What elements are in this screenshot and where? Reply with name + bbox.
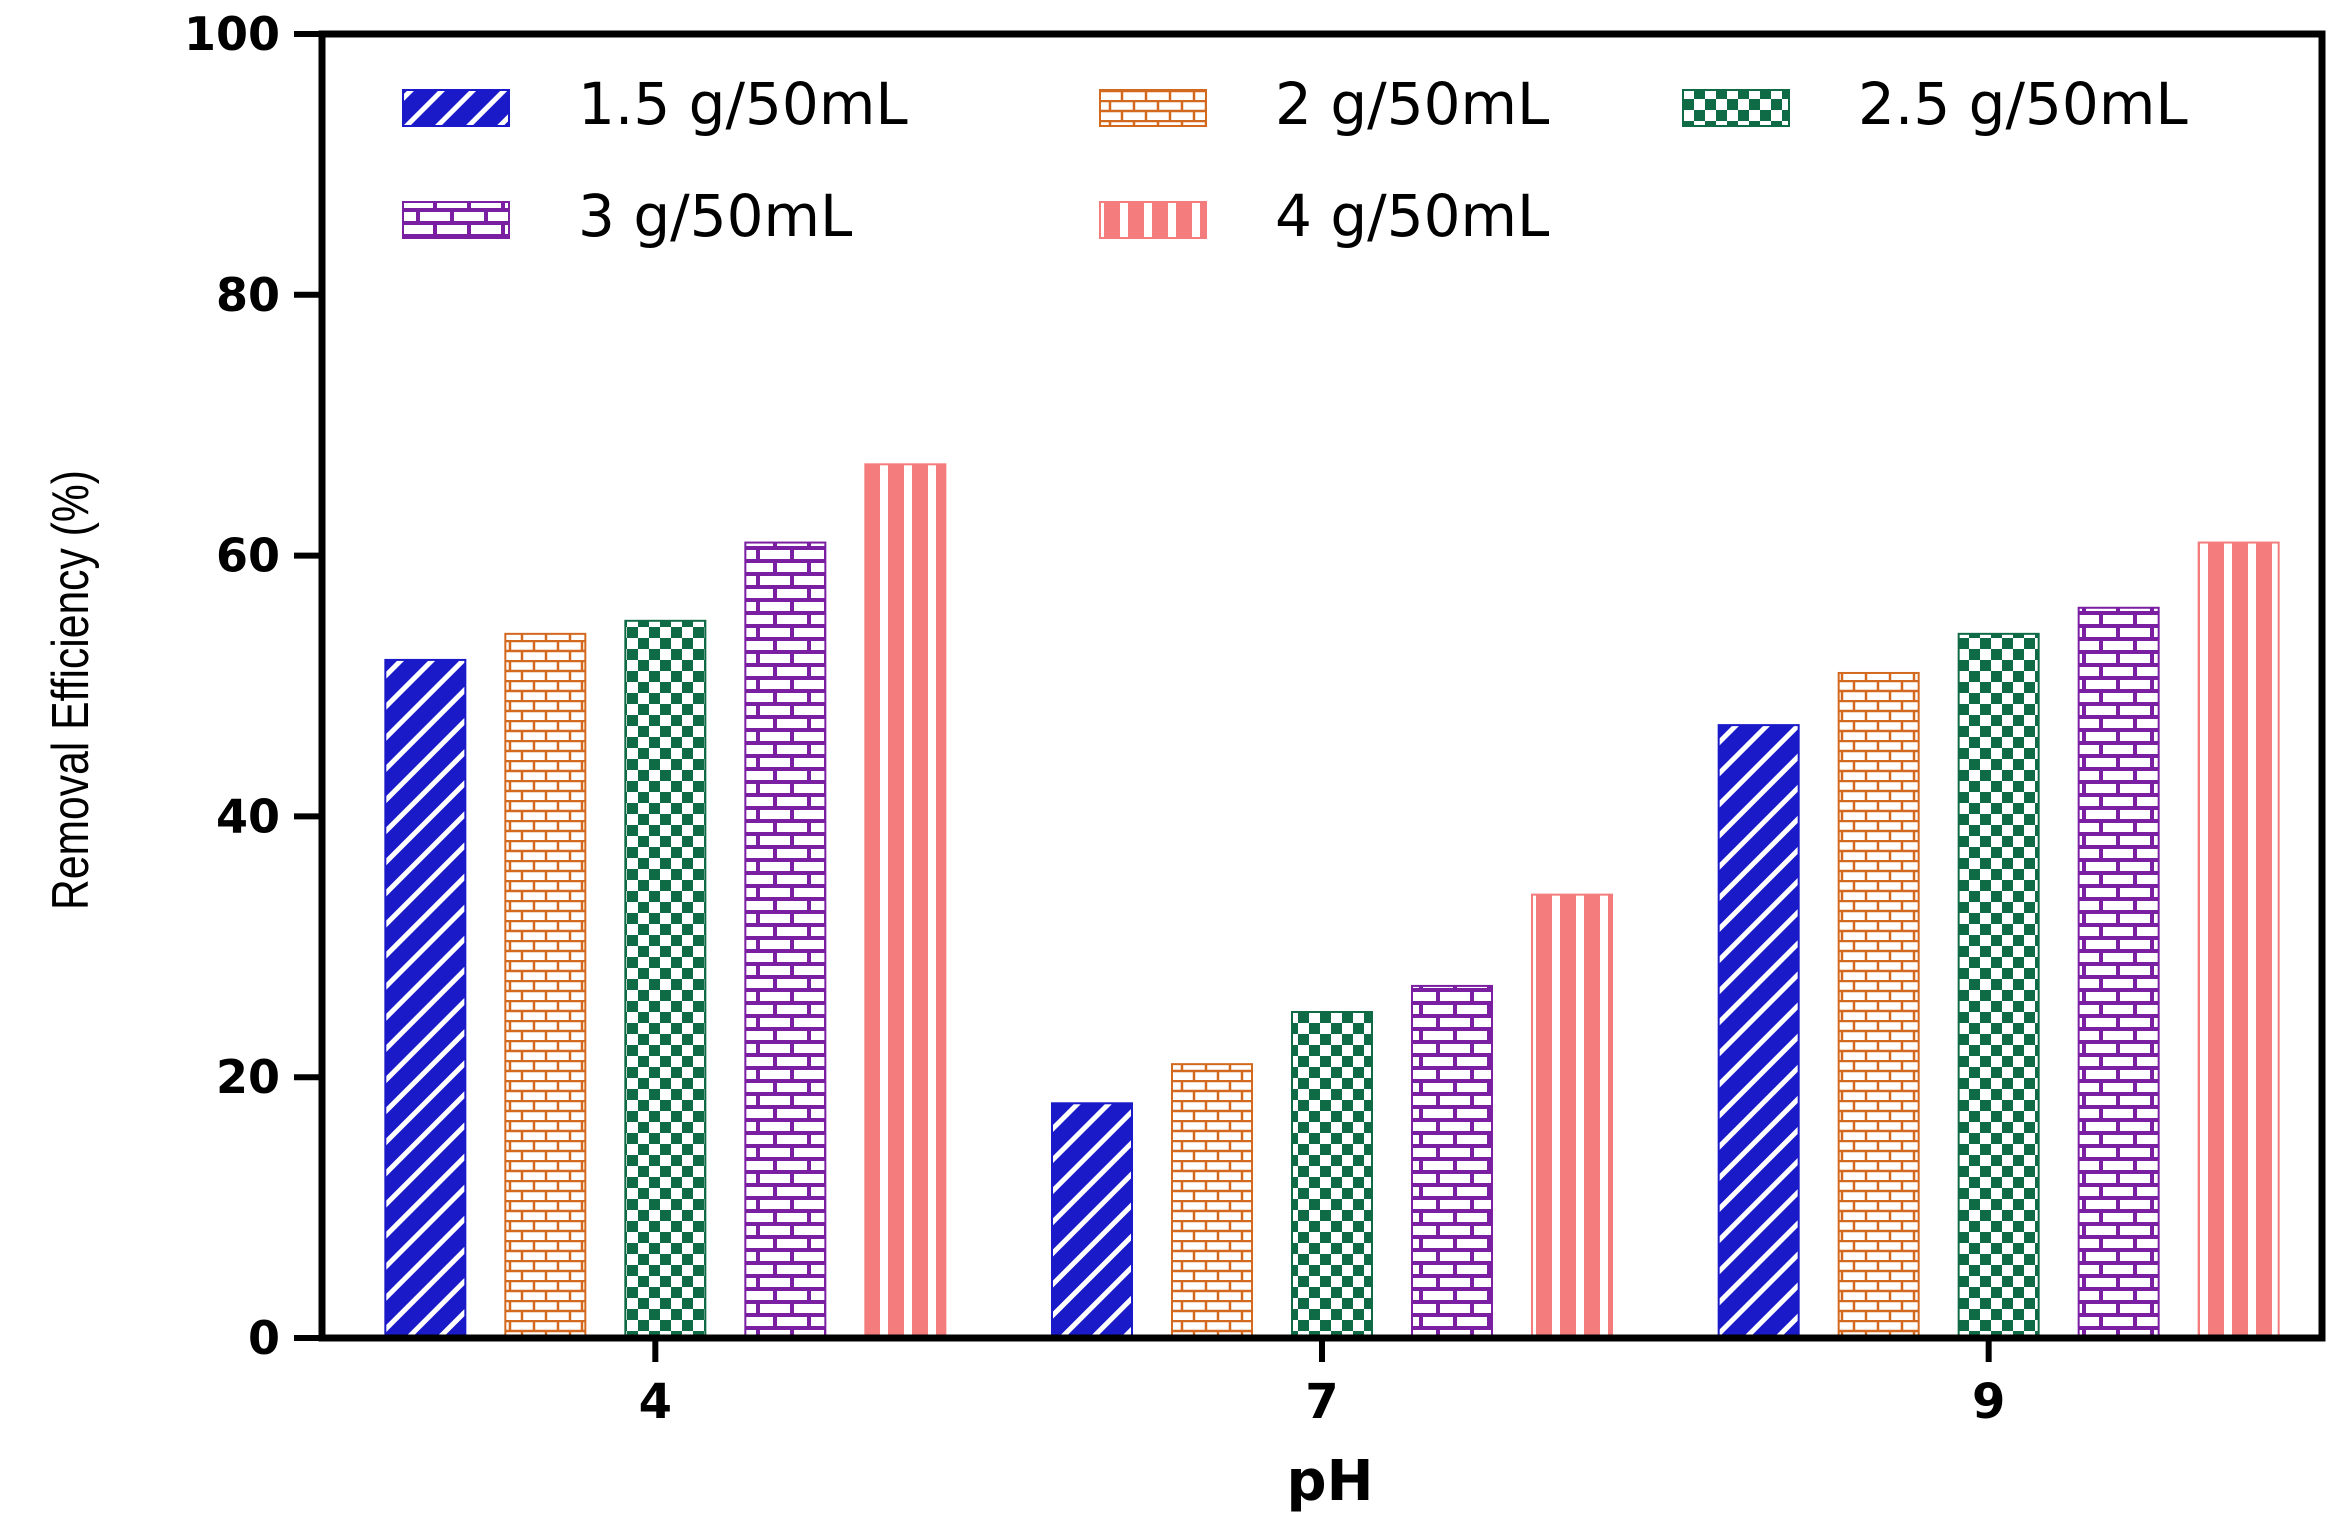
- legend-label-series3: 2.5 g/50mL: [1858, 70, 2188, 138]
- x-axis-title: pH: [1287, 1449, 1374, 1514]
- legend-swatch-series1: [402, 89, 510, 127]
- bar-ph9-series4: [2077, 606, 2160, 1339]
- y-tick-label: 20: [216, 1050, 280, 1104]
- axes-layer: 0 20 40 60 80 100 4 7 9: [184, 7, 2326, 1430]
- legend-label-series4: 3 g/50mL: [578, 182, 852, 250]
- bar-ph7-series4: [1411, 984, 1493, 1339]
- bar-ph9-series1: [1717, 724, 1800, 1339]
- y-tick-label: 40: [216, 789, 280, 843]
- bar-ph9-series5: [2197, 541, 2280, 1339]
- legend-label-series5: 4 g/50mL: [1275, 182, 1549, 250]
- x-tick-label: 9: [1972, 1374, 2005, 1430]
- bar-ph7-series1: [1051, 1102, 1133, 1340]
- y-tick-label: 0: [248, 1311, 280, 1365]
- legend-label-series1: 1.5 g/50mL: [578, 70, 908, 138]
- y-tick-label: 80: [216, 268, 280, 322]
- bar-ph4-series5: [864, 463, 947, 1339]
- bar-ph4-series1: [384, 658, 467, 1339]
- legend-label-series2: 2 g/50mL: [1275, 70, 1549, 138]
- bars-layer: [384, 463, 2280, 1340]
- y-tick-label: 100: [184, 7, 280, 61]
- bar-ph7-series3: [1291, 1011, 1373, 1339]
- legend-swatch-series5: [1099, 201, 1207, 239]
- bar-ph7-series5: [1531, 893, 1613, 1339]
- bar-ph9-series3: [1957, 632, 2040, 1339]
- bar-ph7-series2: [1171, 1063, 1253, 1340]
- y-axis-title: Removal Efficiency (%): [42, 470, 100, 910]
- legend-swatch-series4: [402, 201, 510, 239]
- y-tick-label: 60: [216, 529, 280, 583]
- legend-swatch-series2: [1099, 89, 1207, 127]
- legend: 1.5 g/50mL 2 g/50mL 2.5 g/50mL 3 g/50mL 4 g/…: [402, 70, 2188, 250]
- bar-ph4-series3: [624, 619, 707, 1339]
- x-tick-label: 7: [1305, 1374, 1338, 1430]
- bar-ph9-series2: [1837, 671, 1920, 1339]
- x-tick-label: 4: [639, 1374, 672, 1430]
- legend-swatch-series3: [1682, 89, 1790, 127]
- bar-ph4-series4: [744, 541, 827, 1339]
- bar-ph4-series2: [504, 632, 587, 1339]
